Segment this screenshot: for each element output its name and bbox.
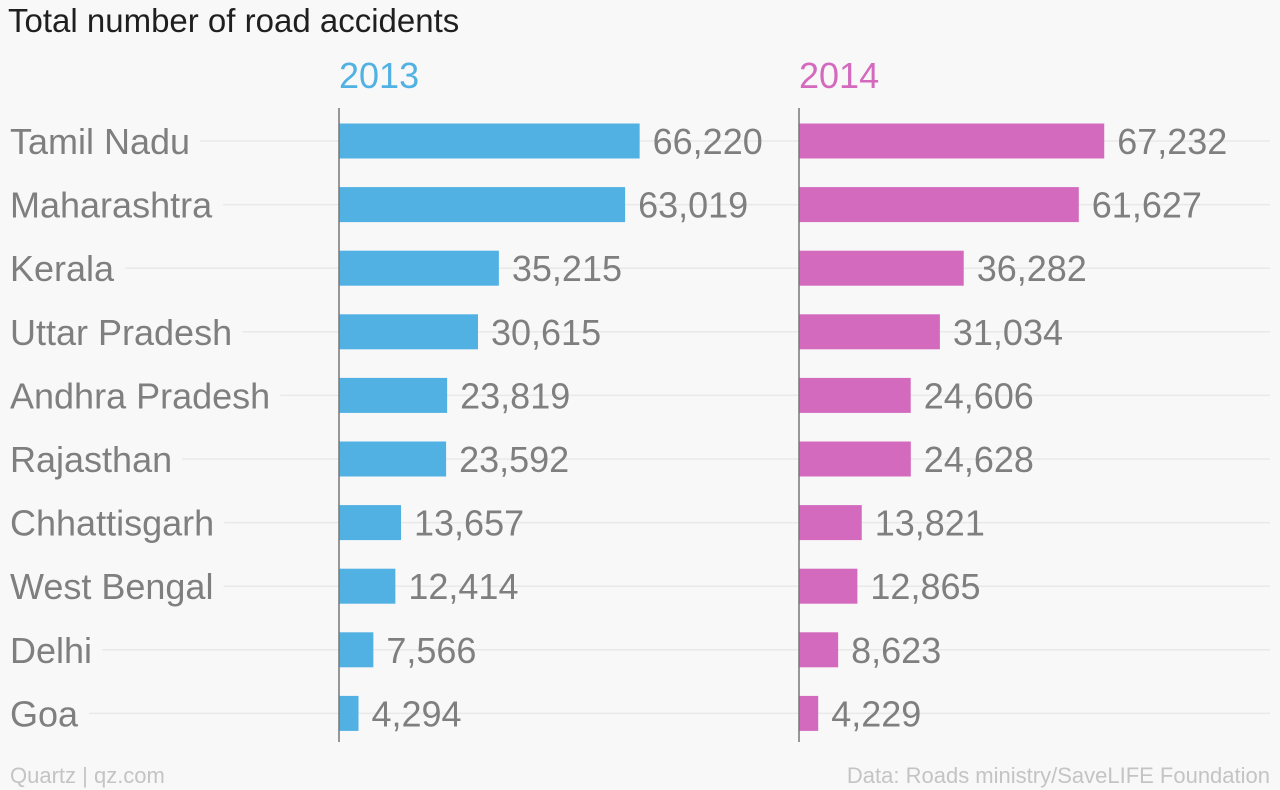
category-label: Delhi xyxy=(10,630,92,671)
category-label: Goa xyxy=(10,693,79,734)
value-label-2013: 23,819 xyxy=(460,375,570,416)
value-label-2013: 12,414 xyxy=(408,566,518,607)
value-label-2014: 4,229 xyxy=(831,693,921,734)
category-label: Maharashtra xyxy=(10,185,213,226)
bar-2013-maharashtra xyxy=(339,187,626,223)
category-labels: Tamil Nadu Maharashtra Kerala Uttar Pradesh… xyxy=(10,121,270,734)
bar-2013-kerala xyxy=(339,250,499,286)
category-label: Kerala xyxy=(10,248,115,289)
bar-2013-delhi xyxy=(339,632,374,668)
grid-lines xyxy=(89,140,1270,715)
value-label-2014: 24,628 xyxy=(924,439,1034,480)
bar-2013-west-bengal xyxy=(339,568,396,604)
category-label: Chhattisgarh xyxy=(10,503,214,544)
category-label: Uttar Pradesh xyxy=(10,312,232,353)
category-label: Tamil Nadu xyxy=(10,121,190,162)
bar-2014-west-bengal xyxy=(799,568,858,604)
value-label-2014: 13,821 xyxy=(875,503,985,544)
category-label: Rajasthan xyxy=(10,439,172,480)
category-label: Andhra Pradesh xyxy=(10,375,270,416)
value-label-2014: 24,606 xyxy=(924,375,1034,416)
chart-title: Total number of road accidents xyxy=(8,2,459,39)
panel-2013: 2013 66,220 63,019 35,215 30,615 23,819 23,592… xyxy=(338,55,763,742)
value-label-2013: 13,657 xyxy=(414,503,524,544)
footer-source-right: Data: Roads ministry/SaveLIFE Foundation xyxy=(847,763,1270,788)
bar-2014-uttar-pradesh xyxy=(799,314,940,350)
bar-2014-tamil-nadu xyxy=(799,123,1105,159)
category-label: West Bengal xyxy=(10,566,213,607)
series-title-2014: 2014 xyxy=(799,55,879,96)
bar-2014-maharashtra xyxy=(799,187,1079,223)
value-label-2013: 30,615 xyxy=(491,312,601,353)
value-label-2013: 7,566 xyxy=(386,630,476,671)
value-label-2014: 8,623 xyxy=(851,630,941,671)
bar-2014-andhra-pradesh xyxy=(799,377,911,413)
bar-2013-goa xyxy=(339,695,359,731)
bar-2014-kerala xyxy=(799,250,964,286)
bar-2014-delhi xyxy=(799,632,839,668)
bar-2013-tamil-nadu xyxy=(339,123,640,159)
bar-2013-rajasthan xyxy=(339,441,447,477)
series-title-2013: 2013 xyxy=(339,55,419,96)
footer-source-left: Quartz | qz.com xyxy=(10,763,165,788)
value-label-2013: 66,220 xyxy=(653,121,763,162)
value-label-2014: 61,627 xyxy=(1092,185,1202,226)
value-label-2013: 35,215 xyxy=(512,248,622,289)
bar-2013-chhattisgarh xyxy=(339,505,402,541)
value-label-2014: 31,034 xyxy=(953,312,1063,353)
value-label-2014: 36,282 xyxy=(977,248,1087,289)
bar-2014-goa xyxy=(799,695,819,731)
value-label-2013: 23,592 xyxy=(459,439,569,480)
bar-2013-andhra-pradesh xyxy=(339,377,448,413)
bar-2014-rajasthan xyxy=(799,441,911,477)
value-label-2014: 67,232 xyxy=(1117,121,1227,162)
value-label-2014: 12,865 xyxy=(870,566,980,607)
value-label-2013: 4,294 xyxy=(371,693,461,734)
bar-2014-chhattisgarh xyxy=(799,505,862,541)
value-label-2013: 63,019 xyxy=(638,185,748,226)
bar-2013-uttar-pradesh xyxy=(339,314,478,350)
